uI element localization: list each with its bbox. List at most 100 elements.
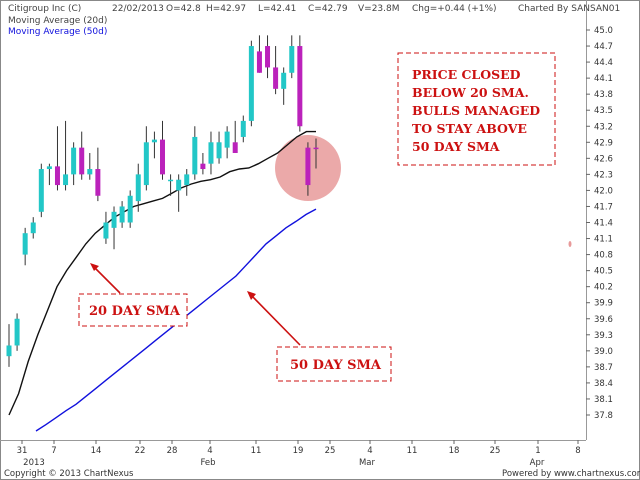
candle-body <box>22 233 28 255</box>
ma20-line-group <box>8 130 316 416</box>
candle-body <box>87 169 93 175</box>
candle-body <box>160 139 165 175</box>
candle <box>143 126 149 191</box>
y-tick-label: 39.0 <box>594 347 613 357</box>
y-axis-ticks: 45.0 44.7 44.4 44.1 43.8 43.5 43.2 42.9 42.6 42.3… <box>586 26 613 421</box>
candle <box>79 131 85 180</box>
candle-body <box>289 46 295 73</box>
candle <box>313 138 319 169</box>
candle <box>240 115 246 143</box>
y-tick-label: 38.4 <box>594 379 613 389</box>
sma50-label: 50 DAY SMA <box>290 358 382 373</box>
candle <box>119 201 125 228</box>
sma20-label: 20 DAY SMA <box>89 304 181 319</box>
x-tick-label: 14 <box>91 446 102 456</box>
candle <box>232 120 238 153</box>
candle <box>87 152 93 180</box>
annotation-line-2: BELOW 20 SMA. <box>412 85 529 100</box>
candle-body <box>143 142 149 186</box>
sma20-label-box <box>78 293 188 327</box>
sma20-arrow <box>91 264 121 294</box>
candle <box>305 142 311 196</box>
candle-body <box>54 166 60 186</box>
y-tick-label: 43.8 <box>594 90 613 100</box>
x-tick-label: 4 <box>367 446 372 456</box>
x-tick-label: 8 <box>575 446 580 456</box>
candle-body <box>240 120 246 137</box>
x-tick-label: 7 <box>51 446 56 456</box>
y-tick-label: 41.1 <box>594 235 613 245</box>
candle-body <box>176 179 182 191</box>
x-tick-label: 22 <box>135 446 146 456</box>
y-tick-label: 42.0 <box>594 186 613 196</box>
annotation-box <box>397 52 556 166</box>
candle <box>38 163 44 218</box>
candle <box>297 35 303 132</box>
candle-body <box>184 174 190 186</box>
candle <box>256 35 262 73</box>
candle-body <box>95 169 101 196</box>
y-tick-label: 45.0 <box>594 26 613 36</box>
candle <box>265 35 271 79</box>
x-tick-label: 31 <box>17 446 28 456</box>
x-tick-label: 18 <box>449 446 460 456</box>
y-tick-label: 39.9 <box>594 299 613 309</box>
candle-body <box>265 46 271 68</box>
candle <box>168 174 174 196</box>
candle <box>63 120 69 191</box>
x-tick-label: 28 <box>167 446 178 456</box>
candle <box>248 40 254 127</box>
candle-body <box>79 147 85 175</box>
y-tick-label: 40.2 <box>594 283 613 293</box>
y-tick-label: 42.3 <box>594 170 613 180</box>
y-tick-label: 44.7 <box>594 42 613 52</box>
y-tick-label: 41.7 <box>594 202 613 212</box>
y-tick-label: 42.6 <box>594 154 613 164</box>
candle <box>273 46 279 95</box>
y-tick-label: 43.2 <box>594 122 613 132</box>
candle-body <box>200 163 206 170</box>
candle-body <box>273 67 279 89</box>
footer-copyright: Copyright © 2013 ChartNexus <box>4 469 134 479</box>
candle-body <box>216 142 222 159</box>
candle <box>216 131 222 164</box>
y-tick-label: 37.8 <box>594 411 613 421</box>
candle-body <box>111 211 117 228</box>
legend-ma50: Moving Average (50d) <box>8 27 107 37</box>
candle-body <box>256 51 262 73</box>
candle <box>6 324 12 367</box>
candle-body <box>119 206 125 223</box>
annotation-line-1: PRICE CLOSED <box>412 67 521 82</box>
header-volume: V=23.8M <box>358 4 400 14</box>
x-tick-label: 25 <box>490 446 501 456</box>
x-tick-label: 19 <box>293 446 304 456</box>
stray-marker <box>568 241 572 247</box>
x-sub-label: 2013 <box>23 458 45 468</box>
candle-body <box>281 72 287 89</box>
sma50-label-box <box>276 346 392 382</box>
candle-body <box>38 169 44 212</box>
candle <box>22 227 28 266</box>
y-tick-label: 40.5 <box>594 267 613 277</box>
candle <box>224 126 230 159</box>
candle <box>184 169 190 196</box>
candle <box>71 142 77 186</box>
candle <box>103 211 109 244</box>
candle <box>208 131 214 175</box>
candle-body <box>192 136 198 175</box>
y-tick-label: 44.4 <box>594 58 613 68</box>
candle-body <box>63 174 69 186</box>
x-sub-label: Mar <box>359 458 376 468</box>
candle <box>54 126 60 191</box>
candle-body <box>71 147 77 175</box>
sma50-arrowhead <box>247 291 256 300</box>
candle-body <box>46 166 52 170</box>
y-tick-label: 39.3 <box>594 331 613 341</box>
candle <box>127 190 133 228</box>
candle <box>95 147 101 202</box>
candle-body <box>6 345 12 357</box>
y-tick-label: 40.8 <box>594 251 613 261</box>
candle <box>192 126 198 180</box>
annotation-line-3: BULLS MANAGED <box>412 103 540 118</box>
